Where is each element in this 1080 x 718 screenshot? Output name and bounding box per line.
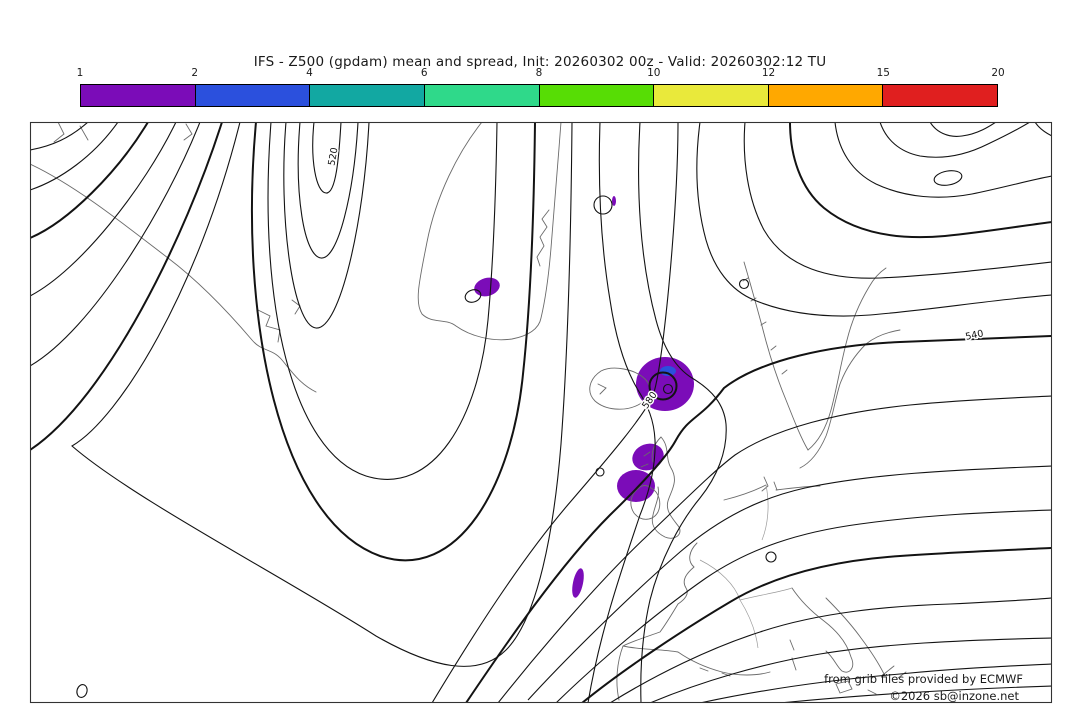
chart-title: IFS - Z500 (gpdam) mean and spread, Init… — [253, 54, 827, 70]
spread-blob-5 — [572, 568, 584, 598]
spread-blobs-layer — [474, 196, 694, 598]
colorbar-segments — [80, 84, 998, 107]
colorbar-segment-15-20 — [882, 85, 997, 106]
contour-lines-layer — [31, 123, 1051, 702]
colorbar-tick-1: 1 — [76, 67, 84, 79]
colorbar-segment-1-2 — [81, 85, 195, 106]
colorbar-tick-6: 6 — [420, 67, 428, 79]
colorbar-segment-2-4 — [194, 85, 310, 106]
colorbar-segment-12-15 — [767, 85, 883, 106]
colorbar-segment-6-8 — [423, 85, 539, 106]
contour-label-540: 540 — [964, 328, 984, 343]
colorbar-tick-8: 8 — [535, 67, 543, 79]
spread-blob-2 — [636, 357, 694, 411]
coastlines-layer — [31, 123, 907, 701]
spread-blob-3 — [632, 443, 664, 471]
spread-blob-6 — [612, 196, 616, 206]
colorbar-segment-4-6 — [309, 85, 424, 106]
colorbar-tick-15: 15 — [876, 67, 890, 79]
colorbar-tick-4: 4 — [306, 67, 313, 79]
contour-label-520: 520 — [327, 147, 341, 167]
attribution-copyright: ©2026 sb@inzone.net — [889, 689, 1019, 703]
colorbar-tick-12: 12 — [761, 67, 776, 79]
colorbar-tick-20: 20 — [991, 67, 1005, 79]
spread-blob-1 — [474, 277, 500, 297]
colorbar-segment-8-10 — [538, 85, 654, 106]
map-frame — [29, 121, 1053, 704]
colorbar-tick-10: 10 — [647, 67, 661, 79]
colorbar-segment-10-12 — [653, 85, 768, 106]
colorbar-tick-2: 2 — [191, 67, 199, 79]
attribution-ecmwf: from grib files provided by ECMWF — [824, 672, 1023, 686]
colorbar: 1 2 4 6 8 10 12 15 20 — [76, 66, 1005, 107]
colorbar-ticks: 1 2 4 6 8 10 12 15 20 — [76, 66, 1005, 84]
